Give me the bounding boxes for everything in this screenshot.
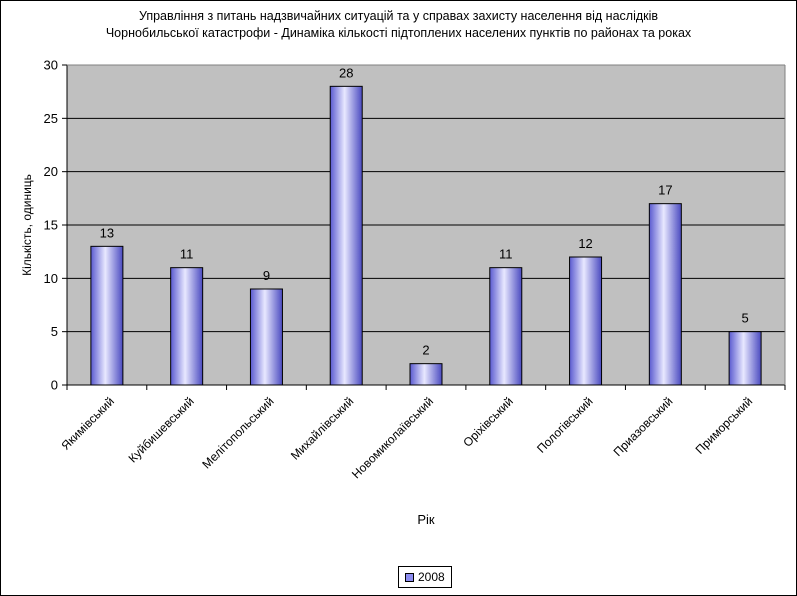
y-tick-label: 20 bbox=[44, 164, 58, 179]
y-tick-label: 25 bbox=[44, 111, 58, 126]
data-label: 2 bbox=[422, 343, 429, 358]
bar bbox=[170, 267, 204, 386]
bar bbox=[90, 245, 124, 386]
y-tick-label: 5 bbox=[51, 324, 58, 339]
bars bbox=[90, 85, 762, 386]
data-label: 17 bbox=[658, 183, 672, 198]
x-tick-label: Приазовський bbox=[611, 394, 676, 459]
legend-swatch bbox=[405, 572, 414, 582]
bar bbox=[489, 267, 523, 386]
data-label: 11 bbox=[180, 247, 194, 262]
x-tick-label: Пологівський bbox=[534, 394, 596, 456]
y-tick-label: 10 bbox=[44, 271, 58, 286]
x-tick-labels: Якимівський Куйбишевський Мелітопольський М… bbox=[59, 394, 756, 481]
bar bbox=[569, 256, 603, 386]
x-tick-label: Михайлівський bbox=[288, 394, 356, 462]
y-tick-label: 15 bbox=[44, 218, 58, 233]
x-tick-label: Мелітопольський bbox=[199, 394, 276, 471]
bar bbox=[409, 363, 443, 386]
data-label: 28 bbox=[339, 65, 353, 80]
x-tick-label: Якимівський bbox=[59, 394, 117, 452]
x-tick-label: Оріхівський bbox=[460, 394, 516, 450]
legend-label: 2008 bbox=[418, 570, 445, 584]
chart-title: Управління з питань надзвичайних ситуаці… bbox=[0, 8, 797, 42]
x-axis-label: Рік bbox=[417, 512, 435, 527]
bar bbox=[329, 85, 363, 386]
data-label: 13 bbox=[100, 225, 114, 240]
data-label: 12 bbox=[578, 236, 592, 251]
data-labels: 13 11 9 28 2 11 12 17 5 bbox=[100, 65, 749, 357]
bar bbox=[728, 331, 762, 386]
data-label: 9 bbox=[263, 268, 270, 283]
chart-title-line-1: Управління з питань надзвичайних ситуаці… bbox=[138, 9, 659, 23]
x-tick-label: Куйбишевський bbox=[126, 394, 197, 465]
data-label: 5 bbox=[741, 311, 748, 326]
data-label: 11 bbox=[499, 247, 513, 262]
x-tick-label: Приморський bbox=[693, 394, 756, 457]
y-axis-label: Кількість, одиниць bbox=[20, 174, 34, 276]
x-tick-label: Новомиколаївський bbox=[349, 394, 436, 481]
bar bbox=[648, 203, 682, 386]
y-tick-label: 30 bbox=[44, 58, 58, 73]
y-tick-labels: 0 5 10 15 20 25 30 bbox=[44, 58, 58, 393]
y-tick-label: 0 bbox=[51, 378, 58, 393]
chart-title-line-2: Чорнобильської катастрофи - Динаміка кіл… bbox=[105, 26, 692, 40]
legend: 2008 bbox=[398, 566, 452, 588]
bar bbox=[249, 288, 283, 386]
axes bbox=[62, 64, 786, 390]
